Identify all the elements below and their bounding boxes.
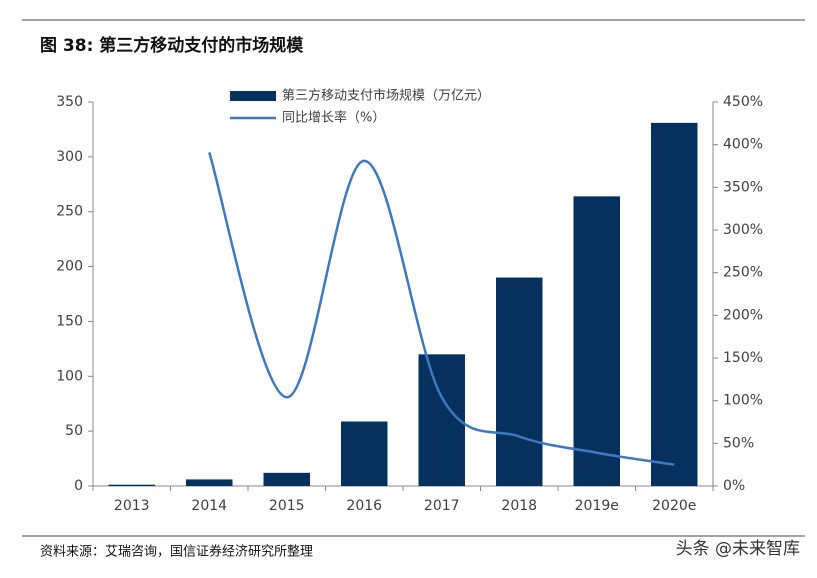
x-tick-label: 2017 [424, 498, 460, 514]
x-tick-label: 2014 [191, 498, 227, 514]
y-tick-label: 0 [74, 478, 83, 494]
legend-label: 同比增长率（%） [282, 110, 385, 126]
y2-tick-label: 400% [723, 137, 763, 153]
y-tick-label: 100 [56, 368, 83, 384]
x-tick-label: 2013 [114, 498, 150, 514]
y2-tick-label: 150% [723, 350, 763, 366]
y2-tick-label: 450% [723, 94, 763, 110]
y-tick-label: 150 [56, 313, 83, 329]
legend-label: 第三方移动支付市场规模（万亿元） [282, 88, 490, 104]
y-tick-label: 200 [56, 259, 83, 275]
x-tick-label: 2016 [346, 498, 382, 514]
y2-tick-label: 300% [723, 222, 763, 238]
x-tick-label: 2015 [269, 498, 305, 514]
y-tick-label: 50 [65, 423, 83, 439]
y2-tick-label: 200% [723, 307, 763, 323]
bar [108, 484, 155, 486]
bar [496, 277, 543, 486]
y2-tick-label: 100% [723, 393, 763, 409]
y-tick-label: 250 [56, 204, 83, 220]
y2-tick-label: 250% [723, 265, 763, 281]
y-tick-label: 350 [56, 94, 83, 110]
chart-title: 图 38: 第三方移动支付的市场规模 [40, 35, 304, 56]
x-tick-label: 2020e [652, 498, 696, 514]
y2-tick-label: 0% [723, 478, 745, 494]
y-tick-label: 300 [56, 149, 83, 165]
bar [651, 122, 698, 487]
y2-tick-label: 350% [723, 179, 763, 195]
x-tick-label: 2018 [501, 498, 537, 514]
bar [186, 479, 233, 486]
x-tick-label: 2019e [575, 498, 619, 514]
line [208, 151, 675, 466]
bar [341, 421, 388, 486]
legend-swatch [230, 91, 276, 101]
source: 资料来源：艾瑞咨询，国信证券经济研究所整理 [40, 544, 313, 560]
watermark: 头条 @未来智库 [676, 539, 800, 559]
bar [263, 472, 310, 486]
bar [418, 354, 465, 486]
y2-tick-label: 50% [723, 435, 754, 451]
bar [573, 196, 620, 486]
